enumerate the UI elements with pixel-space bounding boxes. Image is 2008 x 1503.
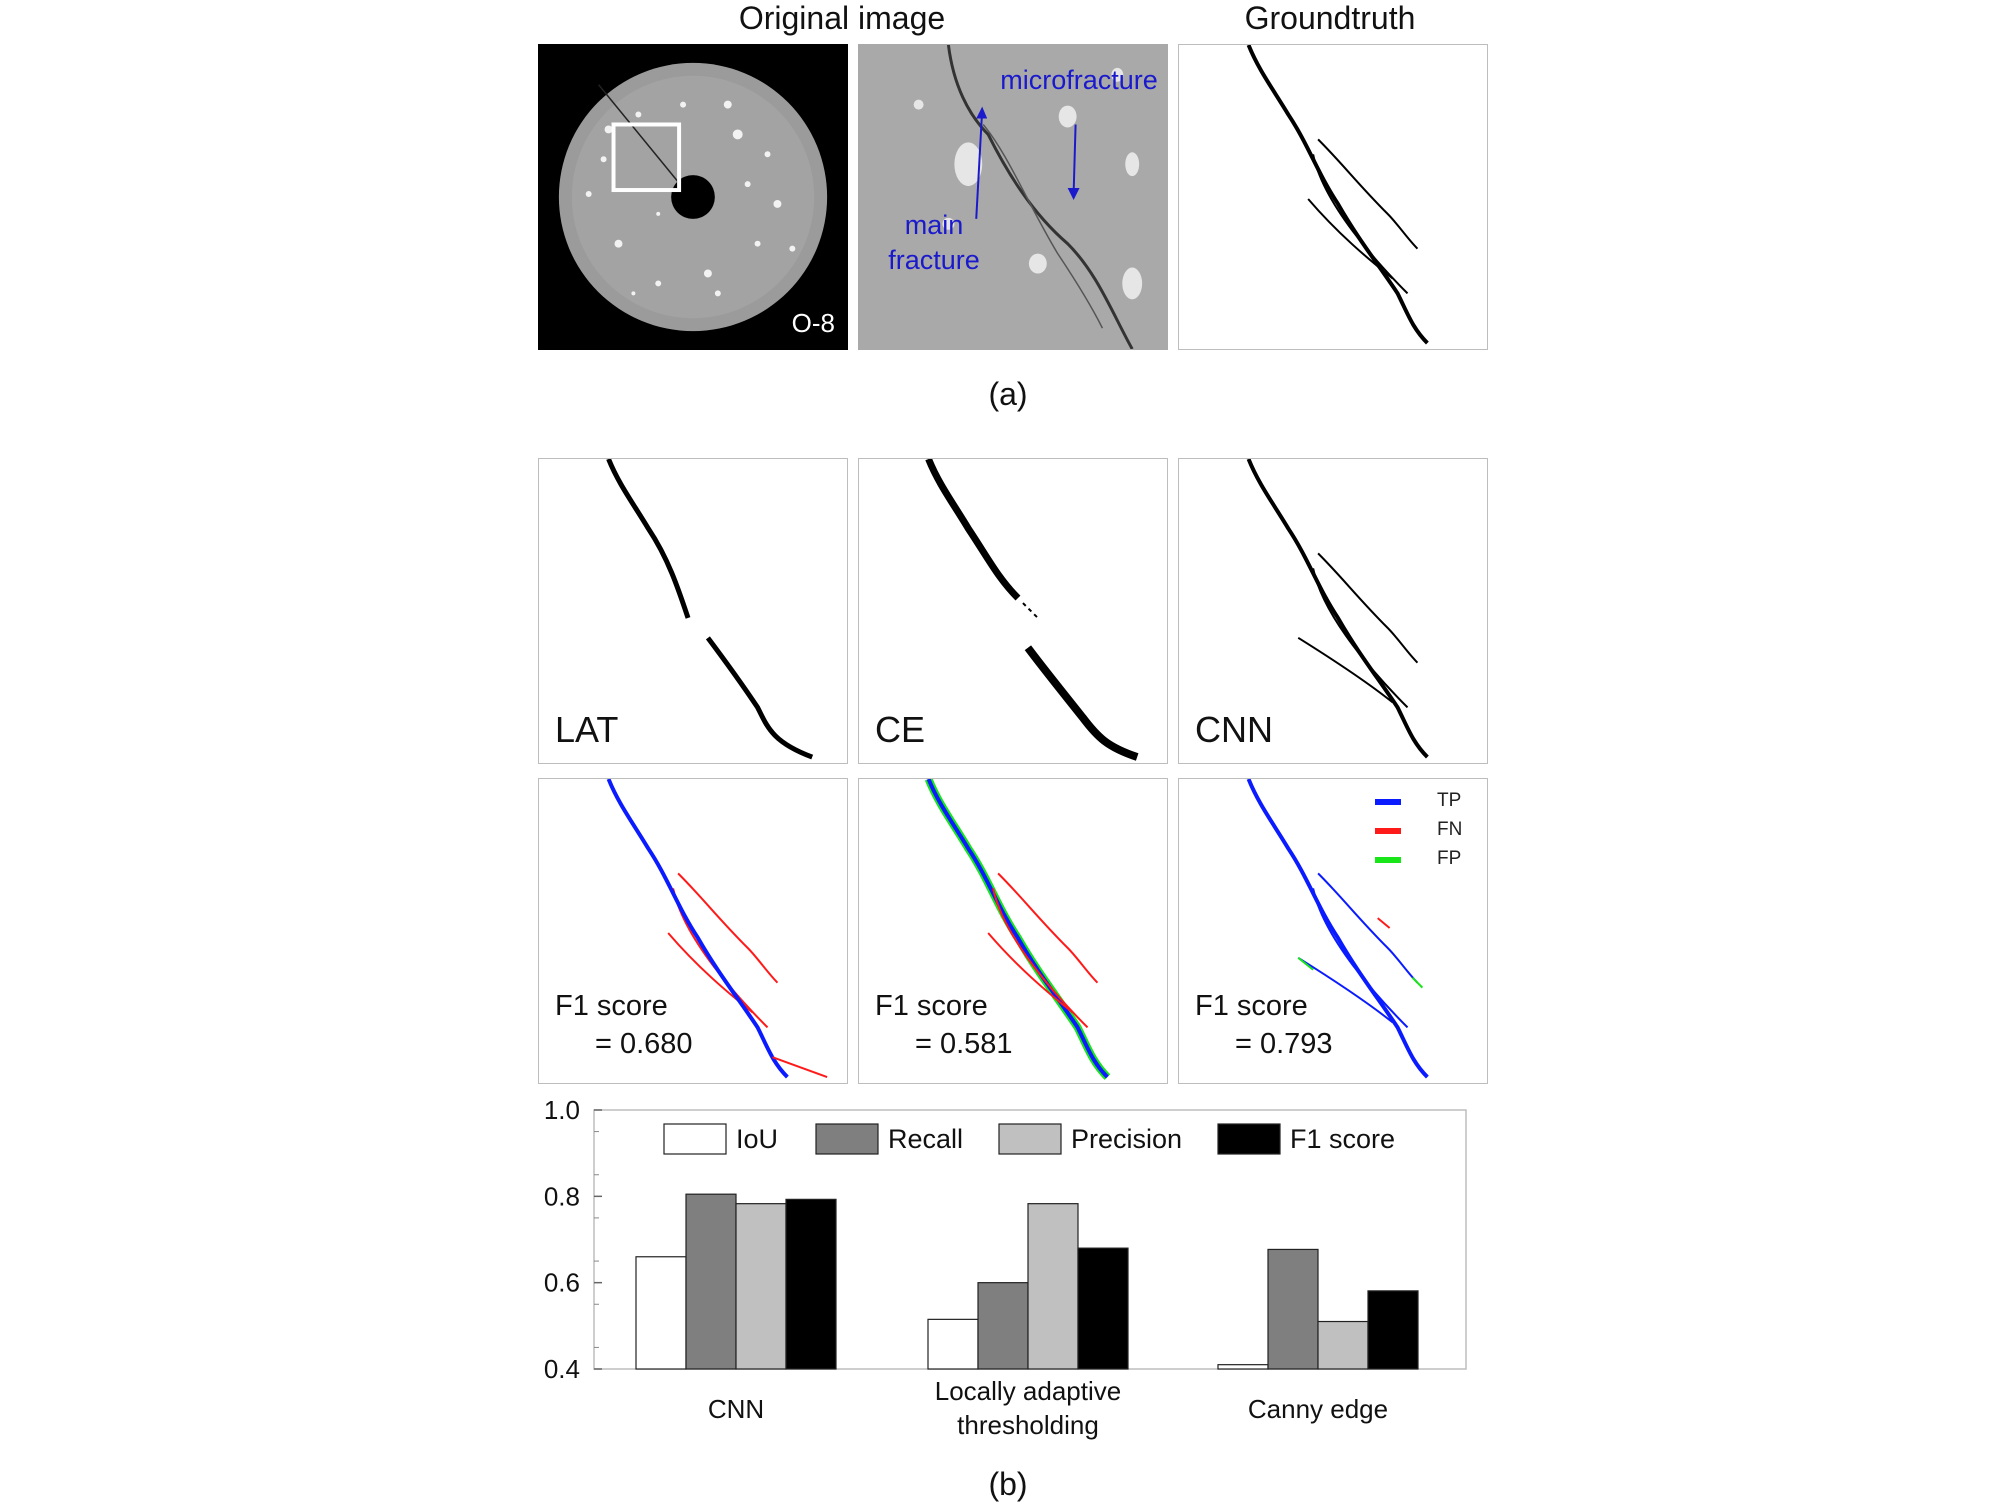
microfracture-annotation: microfracture: [1000, 65, 1158, 95]
figure-label-b: (b): [988, 1466, 1028, 1502]
y-tick-label: 0.6: [544, 1268, 580, 1298]
legend-label-tp: TP: [1437, 790, 1462, 811]
bar-iou-2: [927, 1318, 979, 1370]
bar-iou-3: [1217, 1364, 1269, 1370]
chart-legend: IoU Recall Precision F1 score: [663, 1123, 1395, 1155]
main-fracture-line1: main: [904, 210, 964, 240]
f1-value: = 0.680: [595, 1028, 693, 1060]
prediction-lat: LAT: [538, 458, 848, 764]
bar-precision-1: [735, 1203, 787, 1370]
category-label: CNN: [708, 1394, 764, 1424]
bar-iou-1: [635, 1256, 687, 1370]
f1-value: = 0.581: [915, 1028, 1013, 1060]
error-map-ce: F1 score = 0.581: [858, 778, 1168, 1084]
f1-score-ce: F1 score = 0.581: [875, 987, 1013, 1063]
main-fracture-annotation: main fracture: [869, 208, 999, 278]
f1-label: F1 score: [555, 990, 668, 1022]
category-label: Locally adaptive thresholding: [935, 1376, 1121, 1440]
legend-swatch-precision: [998, 1123, 1062, 1155]
y-tick-label: 0.8: [544, 1181, 580, 1211]
f1-label: F1 score: [875, 990, 988, 1022]
legend-label-fn: FN: [1437, 819, 1463, 840]
legend-label-precision: Precision: [1071, 1124, 1182, 1154]
main-fracture-line2: fracture: [888, 245, 980, 275]
bar-recall-1: [685, 1193, 737, 1370]
legend-label-f1-score: F1 score: [1290, 1124, 1395, 1154]
sample-label: O-8: [791, 308, 835, 338]
original-slice-image: O-8: [538, 44, 848, 350]
f1-score-lat: F1 score = 0.680: [555, 987, 693, 1063]
prediction-cnn: CNN: [1178, 458, 1488, 764]
legend-swatch-iou: [663, 1123, 727, 1155]
x-axis-labels: CNN Locally adaptive thresholding Canny edg…: [708, 1376, 1388, 1440]
bar-f1-score-1: [785, 1198, 837, 1370]
legend-swatch-fn: [1375, 828, 1401, 834]
f1-value: = 0.793: [1235, 1028, 1333, 1060]
category-label: Canny edge: [1248, 1394, 1388, 1424]
f1-label: F1 score: [1195, 990, 1308, 1022]
error-map-cnn: TP FN FP F1 score = 0.793: [1178, 778, 1488, 1084]
method-label-lat: LAT: [555, 709, 619, 750]
legend-swatch-fp: [1375, 857, 1401, 863]
prediction-ce: CE: [858, 458, 1168, 764]
y-tick-label: 0.4: [544, 1354, 580, 1384]
bar-f1-score-2: [1077, 1247, 1129, 1370]
y-axis: 0.4 0.6 0.8 1.0: [544, 1095, 602, 1384]
legend-swatch-recall: [815, 1123, 879, 1155]
error-map-lat: F1 score = 0.680: [538, 778, 848, 1084]
groundtruth-image: [1178, 44, 1488, 350]
legend-label-fp: FP: [1437, 848, 1462, 869]
figure-label-a: (a): [988, 376, 1028, 412]
method-label-ce: CE: [875, 709, 926, 750]
bar-recall-2: [977, 1282, 1029, 1370]
bars: [635, 1193, 1419, 1370]
col-title-groundtruth: Groundtruth: [1244, 0, 1416, 36]
bar-precision-2: [1027, 1203, 1079, 1370]
method-label-cnn: CNN: [1195, 709, 1273, 750]
legend-label-recall: Recall: [888, 1124, 963, 1154]
legend-swatch-f1-score: [1217, 1123, 1281, 1155]
col-title-original: Original image: [738, 0, 946, 36]
f1-score-cnn: F1 score = 0.793: [1195, 987, 1333, 1063]
bar-f1-score-3: [1367, 1290, 1419, 1370]
legend-swatch-tp: [1375, 799, 1401, 805]
zoomed-original-image: microfracture main fracture: [858, 44, 1168, 350]
bar-recall-3: [1267, 1248, 1319, 1370]
bar-precision-3: [1317, 1320, 1369, 1370]
legend-label-iou: IoU: [736, 1124, 778, 1154]
y-tick-label: 1.0: [544, 1095, 580, 1125]
